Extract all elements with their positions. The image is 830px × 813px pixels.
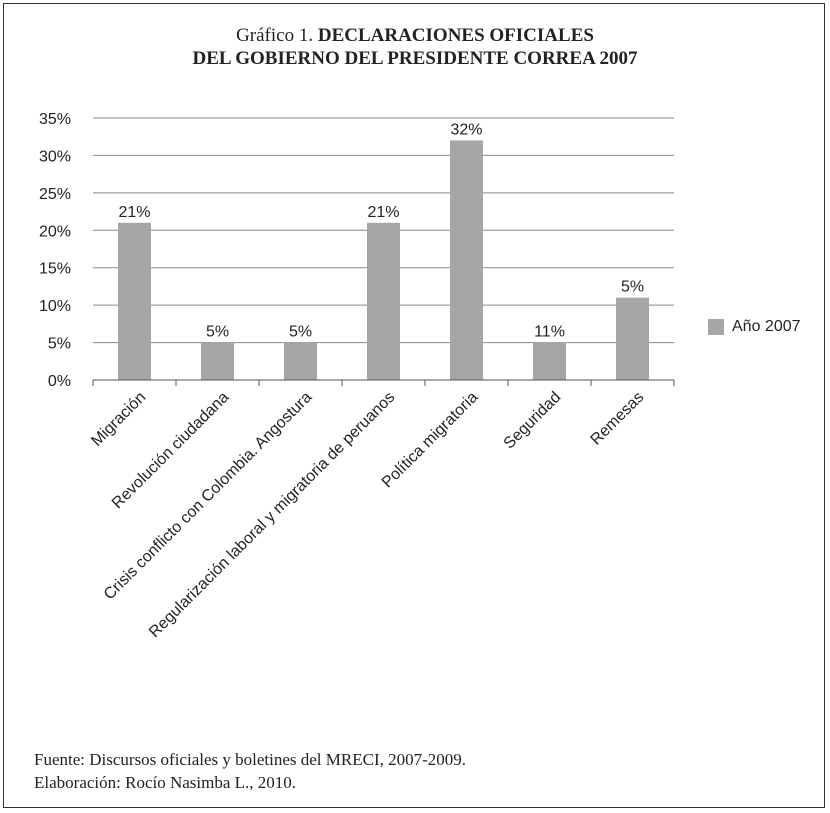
data-label: 32%: [450, 121, 482, 138]
bar: [201, 342, 234, 380]
chart-frame: [3, 3, 825, 808]
data-labels: 21% 5% 5% 21% 32% 11% 5%: [118, 121, 644, 340]
chart-title-line1: Gráfico 1. DECLARACIONES OFICIALES: [0, 24, 830, 47]
y-tick-label: 0%: [48, 373, 71, 390]
legend-swatch: [708, 319, 724, 335]
data-label: 5%: [621, 279, 644, 296]
x-axis: [92, 379, 675, 386]
y-tick-label: 25%: [39, 186, 71, 203]
title-line2: DEL GOBIERNO DEL PRESIDENTE CORREA 2007: [192, 48, 638, 69]
x-tick-label: Seguridad: [501, 389, 565, 453]
title-prefix: Gráfico 1.: [236, 25, 318, 46]
footer-author: Elaboración: Rocío Nasimba L., 2010.: [34, 773, 297, 792]
bars: [118, 140, 649, 380]
chart-title-line2: DEL GOBIERNO DEL PRESIDENTE CORREA 2007: [0, 47, 830, 70]
bar: [367, 222, 400, 380]
y-tick-label: 5%: [48, 336, 71, 353]
y-tick-label: 10%: [39, 298, 71, 315]
bar: [118, 222, 151, 380]
data-label: 11%: [534, 324, 565, 341]
footer: Fuente: Discursos oficiales y boletines …: [34, 748, 466, 794]
bar: [616, 297, 649, 380]
y-tick-labels: 0% 5% 10% 15% 20% 25% 30% 35%: [39, 111, 71, 390]
y-tick-label: 15%: [39, 261, 71, 278]
data-label: 5%: [206, 324, 229, 341]
x-tick-label: Remesas: [588, 389, 648, 449]
y-tick-label: 30%: [39, 148, 71, 165]
bar: [284, 342, 317, 380]
legend-label: Año 2007: [732, 318, 801, 335]
legend: Año 2007: [708, 318, 801, 336]
y-tick-label: 20%: [39, 223, 71, 240]
footer-source: Fuente: Discursos oficiales y boletines …: [34, 750, 467, 769]
data-label: 5%: [289, 324, 312, 341]
data-label: 21%: [367, 204, 399, 221]
y-tick-label: 35%: [39, 111, 71, 128]
bar: [450, 140, 483, 380]
data-label: 21%: [118, 204, 150, 221]
title-line1: DECLARACIONES OFICIALES: [317, 25, 594, 46]
x-tick-label: Migración: [88, 389, 149, 450]
chart-title: Gráfico 1. DECLARACIONES OFICIALES DEL G…: [0, 24, 830, 70]
bar: [533, 342, 566, 380]
